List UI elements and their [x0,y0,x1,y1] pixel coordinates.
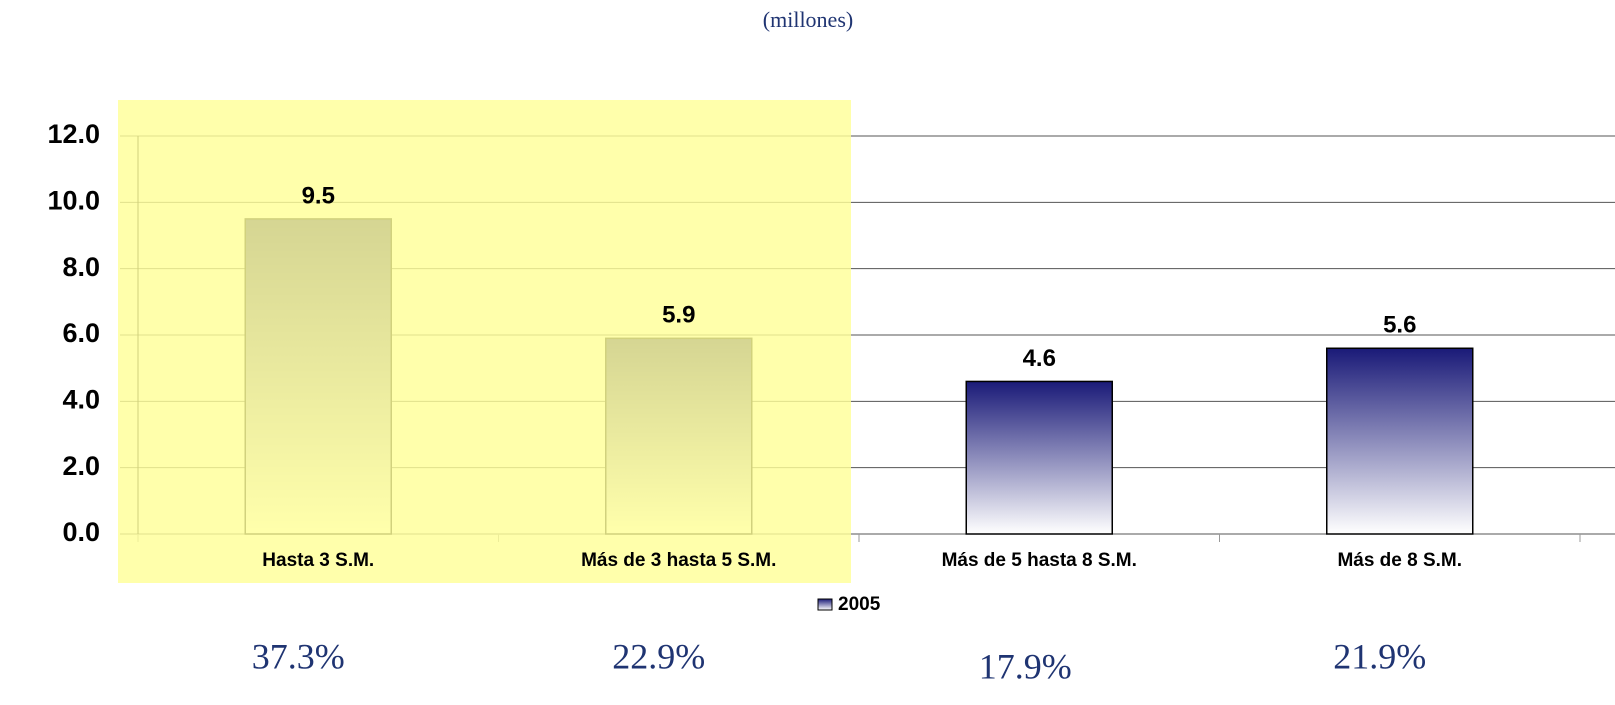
value-label: 4.6 [1023,345,1056,372]
legend-swatch [817,598,833,611]
legend-label: 2005 [838,594,881,615]
value-label: 5.6 [1383,312,1416,339]
highlight-overlay [118,100,851,583]
value-label: 9.5 [302,182,335,209]
bar [965,380,1113,535]
x-tick-label: Más de 8 S.M. [1337,550,1462,571]
y-tick-label: 8.0 [62,252,100,282]
y-tick-label: 10.0 [47,185,100,215]
bar [1326,347,1474,535]
y-tick-label: 2.0 [62,451,100,481]
x-tick-label: Hasta 3 S.M. [262,550,374,571]
x-tick-label: Más de 3 hasta 5 S.M. [581,550,776,571]
share-label: 21.9% [1333,636,1426,676]
share-label: 17.9% [979,646,1072,686]
x-tick-label: Más de 5 hasta 8 S.M. [942,550,1137,571]
y-tick-label: 6.0 [62,318,100,348]
labels: 0.0 2.0 4.0 6.0 8.0 10.0 12.0 Hasta 3 S.M. 9.5 37… [47,119,1462,686]
value-label: 5.9 [662,302,695,329]
y-tick-label: 12.0 [47,119,100,149]
y-tick-label: 4.0 [62,384,100,414]
share-label: 37.3% [252,636,345,676]
chart-title: (millones) [763,7,853,32]
y-tick-label: 0.0 [62,517,100,547]
share-label: 22.9% [612,636,705,676]
